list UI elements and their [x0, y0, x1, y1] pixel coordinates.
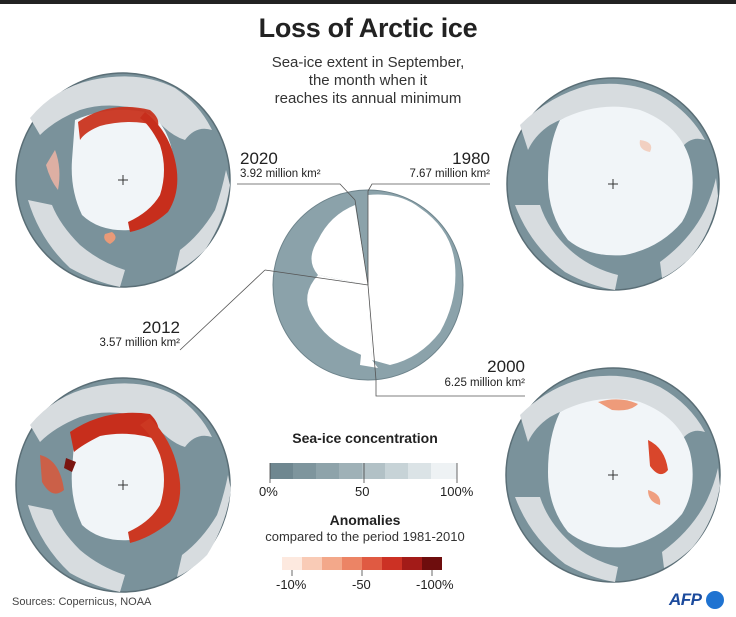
afp-logo-dot-icon	[706, 591, 724, 609]
label-1980-year: 1980	[452, 149, 490, 168]
page-subtitle: Sea-ice extent in September, the month w…	[0, 54, 736, 108]
label-2020-year: 2020	[240, 149, 278, 168]
leader-lines	[179, 183, 525, 397]
label-1980-extent: 7.67 million km²	[409, 168, 490, 180]
extent-comparison-circle	[264, 189, 464, 381]
map-2020	[15, 72, 231, 288]
anomaly-legend-subtitle: compared to the period 1981-2010	[265, 529, 465, 544]
source-note: Sources: Copernicus, NOAA	[12, 596, 152, 608]
label-2012-year: 2012	[142, 318, 180, 337]
subtitle-line: reaches its annual minimum	[274, 90, 462, 107]
anomaly-legend-title: Anomalies	[329, 512, 401, 528]
label-2000-year: 2000	[487, 357, 525, 376]
subtitle-line: Sea-ice extent in September,	[271, 54, 465, 71]
label-2020-extent: 3.92 million km²	[240, 168, 321, 180]
anomaly-tick: -100%	[416, 577, 454, 592]
top-rule	[0, 0, 736, 4]
afp-logo: AFP	[669, 590, 702, 609]
anomaly-legend-bar	[282, 557, 442, 576]
label-2000-extent: 6.25 million km²	[444, 377, 525, 389]
subtitle-line: the month when it	[308, 72, 428, 89]
page-title: Loss of Arctic ice	[258, 13, 478, 43]
concentration-tick: 100%	[440, 484, 474, 499]
concentration-tick: 0%	[259, 484, 278, 499]
concentration-legend-bar	[269, 463, 458, 483]
concentration-tick: 50	[355, 484, 370, 499]
map-2000	[505, 367, 721, 583]
map-1980	[506, 77, 720, 291]
anomaly-tick: -10%	[276, 577, 307, 592]
label-2012-extent: 3.57 million km²	[99, 337, 180, 349]
anomaly-tick: -50	[352, 577, 371, 592]
concentration-legend-title: Sea-ice concentration	[292, 430, 438, 446]
map-2012	[15, 377, 231, 593]
